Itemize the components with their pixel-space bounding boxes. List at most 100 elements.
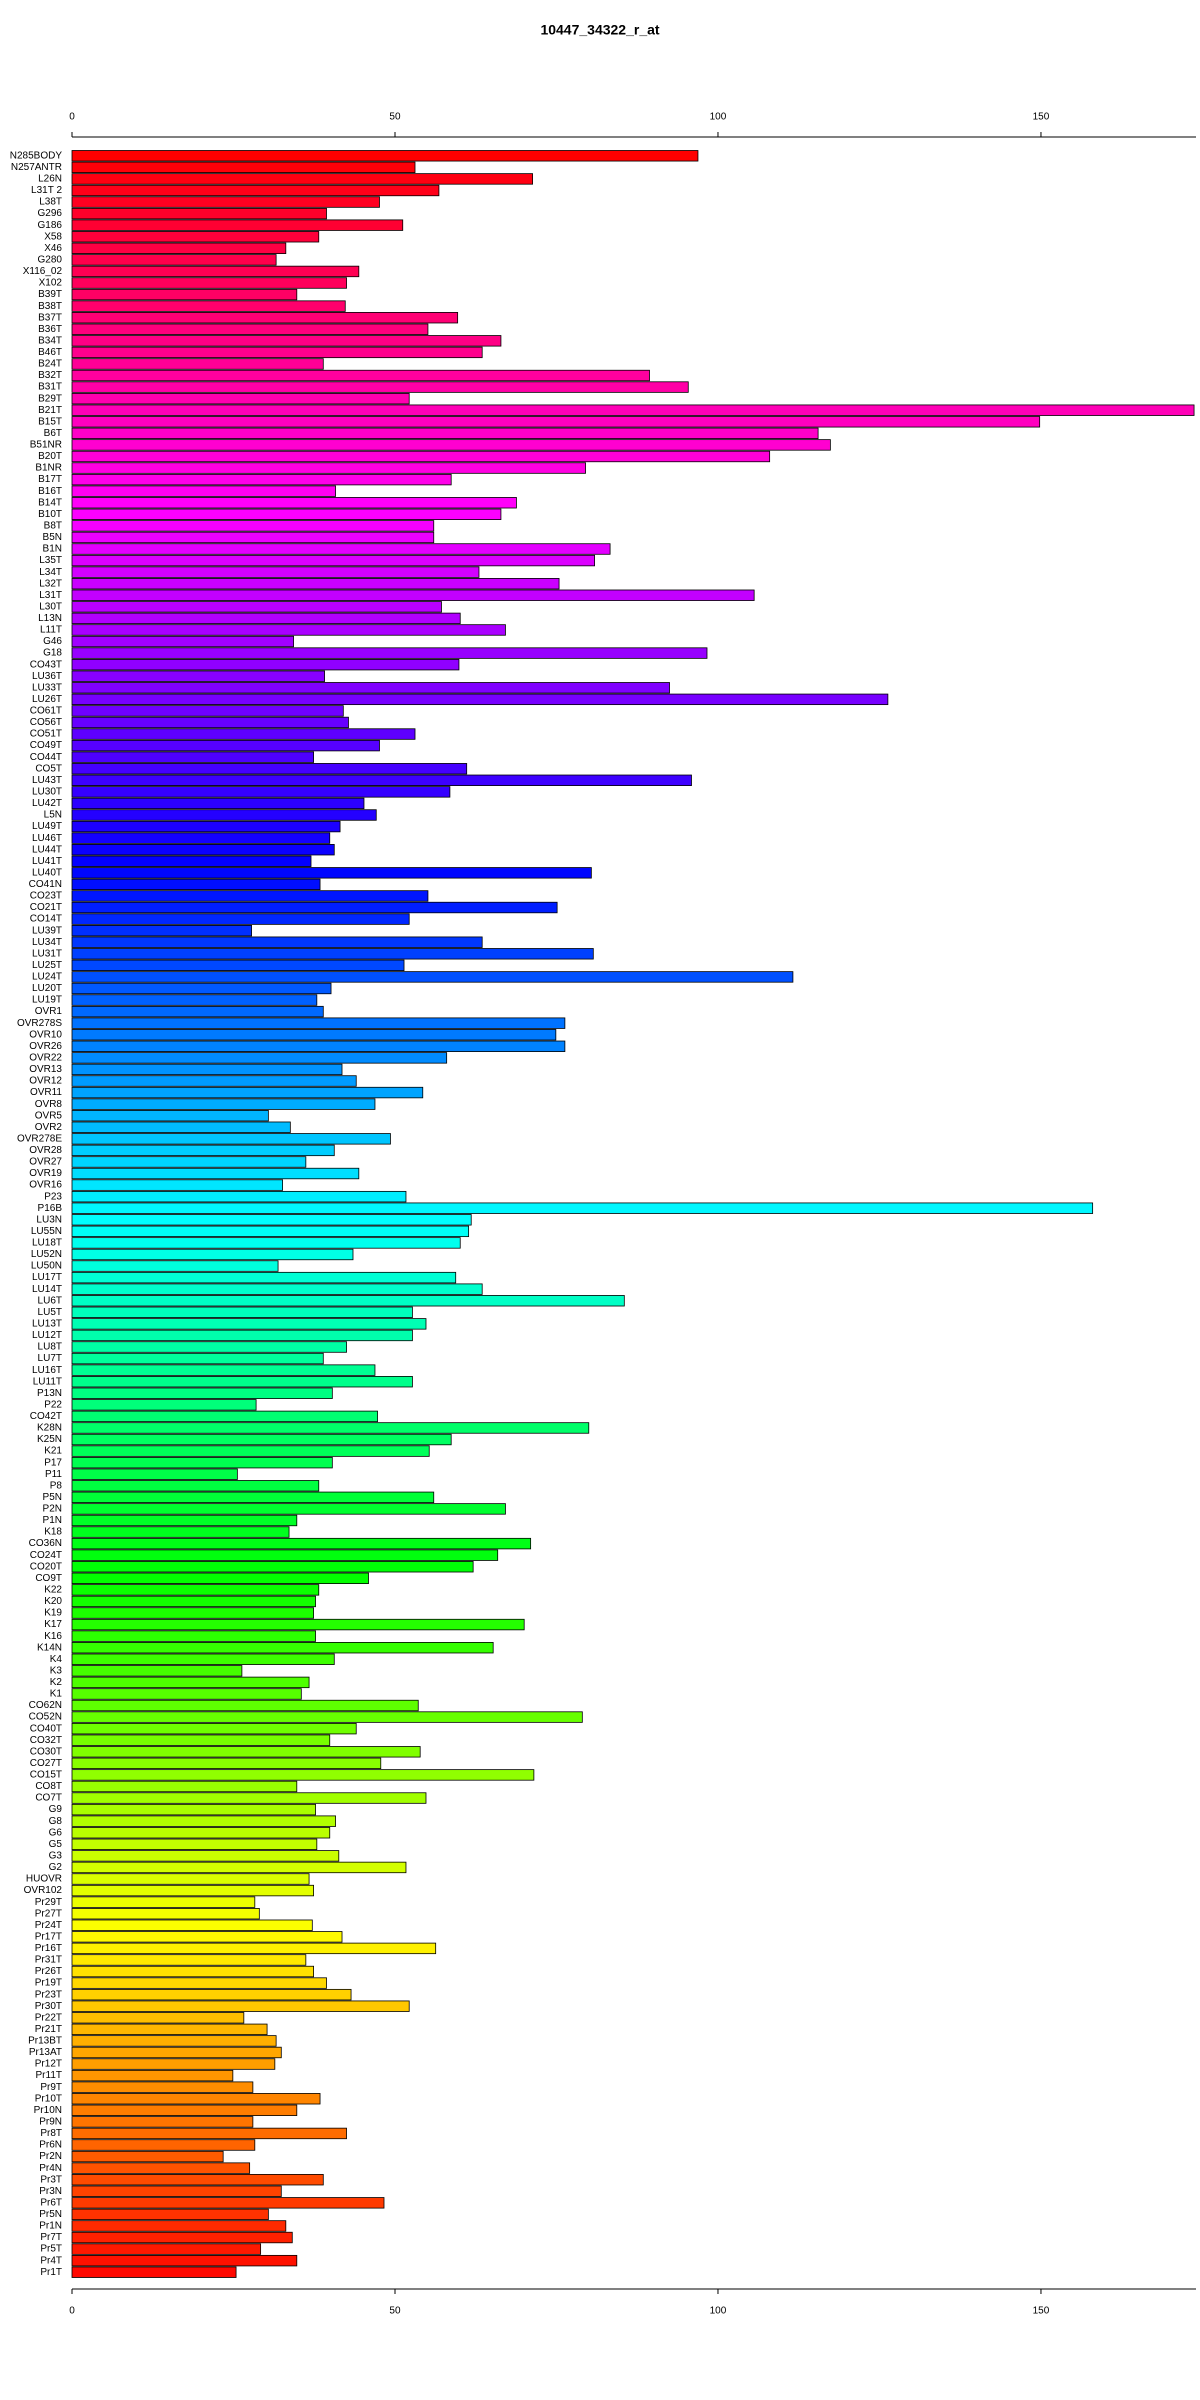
bar (71, 485, 336, 497)
y-tick-label: CO51T (30, 729, 62, 740)
bar (71, 2127, 347, 2140)
y-tick-label: LU52N (31, 1249, 62, 1260)
bar (71, 751, 314, 763)
bar (71, 716, 349, 729)
y-tick-label: OVR19 (29, 1168, 62, 1179)
y-tick-label: G186 (38, 220, 63, 231)
bar (71, 2081, 254, 2093)
bar (71, 1237, 461, 1249)
bar (71, 566, 480, 578)
bar (71, 936, 483, 948)
bar (71, 635, 294, 648)
bar (71, 450, 771, 463)
y-tick-label: LU40T (32, 867, 62, 878)
bar (71, 1734, 331, 1746)
bar (71, 1977, 327, 1989)
bar (71, 763, 468, 775)
bar (71, 1549, 499, 1561)
bar (71, 1121, 291, 1133)
bar (71, 1306, 413, 1318)
bar (71, 497, 517, 509)
bar (71, 1040, 566, 1052)
bar (71, 601, 442, 613)
bar (71, 1653, 335, 1665)
bar (71, 1676, 310, 1689)
y-tick-label: LU39T (32, 925, 62, 936)
bar (71, 2104, 298, 2116)
bar (71, 2162, 251, 2174)
y-tick-label: Pr12T (35, 2059, 62, 2070)
y-tick-label: OVR28 (29, 1145, 62, 1156)
bar (71, 1942, 437, 1955)
y-tick-label: X58 (44, 231, 62, 242)
bar (71, 1792, 427, 1804)
bar (71, 1503, 506, 1515)
bar (71, 173, 533, 185)
bar (71, 543, 611, 555)
bar (71, 1873, 310, 1885)
bar (71, 427, 819, 440)
bar (71, 2243, 262, 2255)
bar (71, 1514, 298, 1527)
bar (71, 578, 560, 590)
bar (71, 913, 410, 925)
bar (71, 2116, 254, 2128)
y-tick-label: LU3N (36, 1214, 62, 1225)
y-tick-label: B6T (44, 428, 62, 439)
y-tick-label: CO14T (30, 914, 62, 925)
bar (71, 1803, 316, 1816)
y-tick-label: LU18T (32, 1238, 62, 1249)
y-tick-label: L31T (39, 590, 62, 601)
y-tick-label: LU12T (32, 1330, 62, 1341)
y-tick-label: LU5T (38, 1307, 62, 1318)
y-tick-label: L32T (39, 578, 62, 589)
y-tick-label: Pr9N (39, 2117, 62, 2128)
y-tick-label: OVR278E (17, 1133, 62, 1144)
bar (71, 820, 341, 833)
bar (71, 1029, 557, 1041)
bar (71, 2093, 321, 2105)
bar (71, 242, 287, 254)
y-tick-label: LU50N (31, 1261, 62, 1272)
y-tick-label: LU7T (38, 1353, 62, 1364)
bar (71, 589, 755, 601)
bar (71, 1468, 238, 1480)
y-tick-label: CO15T (30, 1770, 62, 1781)
y-tick-label: LU41T (32, 856, 62, 867)
y-tick-label: P11 (45, 1469, 62, 1480)
bar (71, 1561, 474, 1573)
bar (71, 901, 558, 914)
y-tick-label: P1N (43, 1515, 62, 1526)
y-tick-label: P8 (50, 1480, 63, 1491)
bar (71, 1780, 298, 1793)
bar (71, 1954, 307, 1966)
bar (71, 369, 650, 382)
y-tick-label: CO27T (30, 1758, 62, 1769)
y-tick-label: LU8T (38, 1342, 62, 1353)
y-tick-label: K3 (50, 1665, 63, 1676)
y-tick-label: K14N (37, 1642, 62, 1653)
bar (71, 959, 405, 972)
bar (71, 1225, 470, 1238)
y-tick-label: LU46T (32, 833, 62, 844)
y-tick-label: B46T (38, 347, 62, 358)
bar (71, 1202, 1094, 1214)
y-tick-label: OVR8 (35, 1099, 63, 1110)
bar (71, 2012, 245, 2024)
y-tick-label: B1NR (35, 463, 62, 474)
bar (71, 670, 325, 682)
bar (71, 439, 831, 451)
chart-title: 10447_34322_r_at (540, 22, 659, 38)
bar (71, 832, 331, 844)
y-tick-label: OVR102 (24, 1885, 63, 1896)
bar (71, 1815, 336, 1827)
bar (71, 1456, 333, 1469)
bar (71, 1861, 407, 1874)
y-tick-label: P23 (44, 1191, 62, 1202)
y-tick-label: B21T (38, 405, 62, 416)
y-tick-label: G6 (49, 1827, 63, 1838)
bar (71, 196, 380, 208)
y-tick-label: Pr8T (40, 2128, 62, 2139)
bar (71, 462, 586, 474)
y-tick-label: K22 (44, 1585, 62, 1596)
